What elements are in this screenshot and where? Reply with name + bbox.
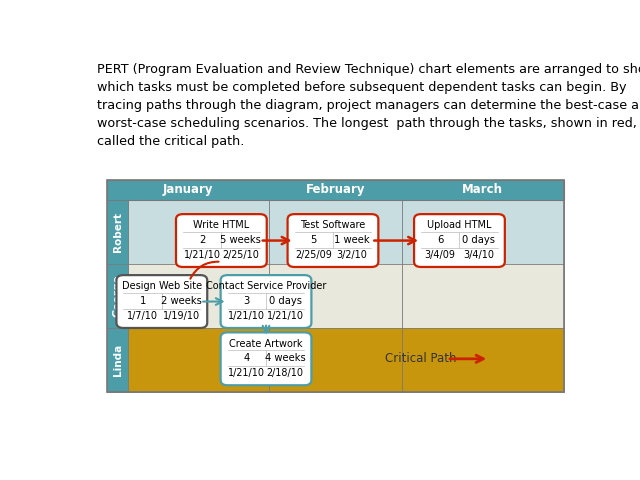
FancyBboxPatch shape [128,200,564,264]
FancyBboxPatch shape [128,264,564,328]
Text: Write HTML: Write HTML [193,220,250,230]
Text: George: George [113,275,123,317]
FancyBboxPatch shape [108,328,128,392]
Text: 4: 4 [244,353,250,363]
Text: 1/21/10: 1/21/10 [228,311,265,321]
FancyBboxPatch shape [108,180,564,200]
Text: 3/4/10: 3/4/10 [463,250,494,260]
Text: 1/7/10: 1/7/10 [127,311,158,321]
FancyBboxPatch shape [287,214,378,267]
Text: Robert: Robert [113,212,123,252]
Text: February: February [306,183,365,196]
Text: 2: 2 [199,235,205,245]
Text: 1/21/10: 1/21/10 [228,368,265,378]
Text: 1/21/10: 1/21/10 [184,250,221,260]
Text: 5 weeks: 5 weeks [220,235,261,245]
Text: 2/25/10: 2/25/10 [222,250,259,260]
Text: 0 days: 0 days [462,235,495,245]
Text: 3: 3 [244,296,250,306]
Text: 1 week: 1 week [334,235,370,245]
Text: Contact Service Provider: Contact Service Provider [206,281,326,291]
Text: 2/25/09: 2/25/09 [295,250,332,260]
Text: 2 weeks: 2 weeks [161,296,202,306]
FancyBboxPatch shape [414,214,505,267]
Text: Create Artwork: Create Artwork [229,339,303,349]
Text: 2/18/10: 2/18/10 [267,368,304,378]
Text: March: March [462,183,503,196]
Text: 1/19/10: 1/19/10 [163,311,200,321]
Text: Critical Path: Critical Path [385,352,456,365]
Text: Design Web Site: Design Web Site [122,281,202,291]
Text: Upload HTML: Upload HTML [427,220,492,230]
FancyBboxPatch shape [108,200,128,264]
FancyBboxPatch shape [221,332,312,385]
Text: 4 weeks: 4 weeks [265,353,305,363]
Text: 5: 5 [310,235,317,245]
Text: Linda: Linda [113,344,123,376]
Text: 3/4/09: 3/4/09 [425,250,456,260]
Text: 3/2/10: 3/2/10 [337,250,367,260]
Text: 0 days: 0 days [269,296,301,306]
Text: January: January [163,183,214,196]
Text: PERT (Program Evaluation and Review Technique) chart elements are arranged to sh: PERT (Program Evaluation and Review Tech… [97,63,640,148]
Text: 1/21/10: 1/21/10 [267,311,304,321]
FancyBboxPatch shape [221,275,312,328]
Text: 1: 1 [140,296,146,306]
Text: 6: 6 [437,235,444,245]
FancyBboxPatch shape [128,328,564,392]
FancyBboxPatch shape [116,275,207,328]
Text: Test Software: Test Software [300,220,365,230]
FancyBboxPatch shape [176,214,267,267]
FancyBboxPatch shape [108,264,128,328]
